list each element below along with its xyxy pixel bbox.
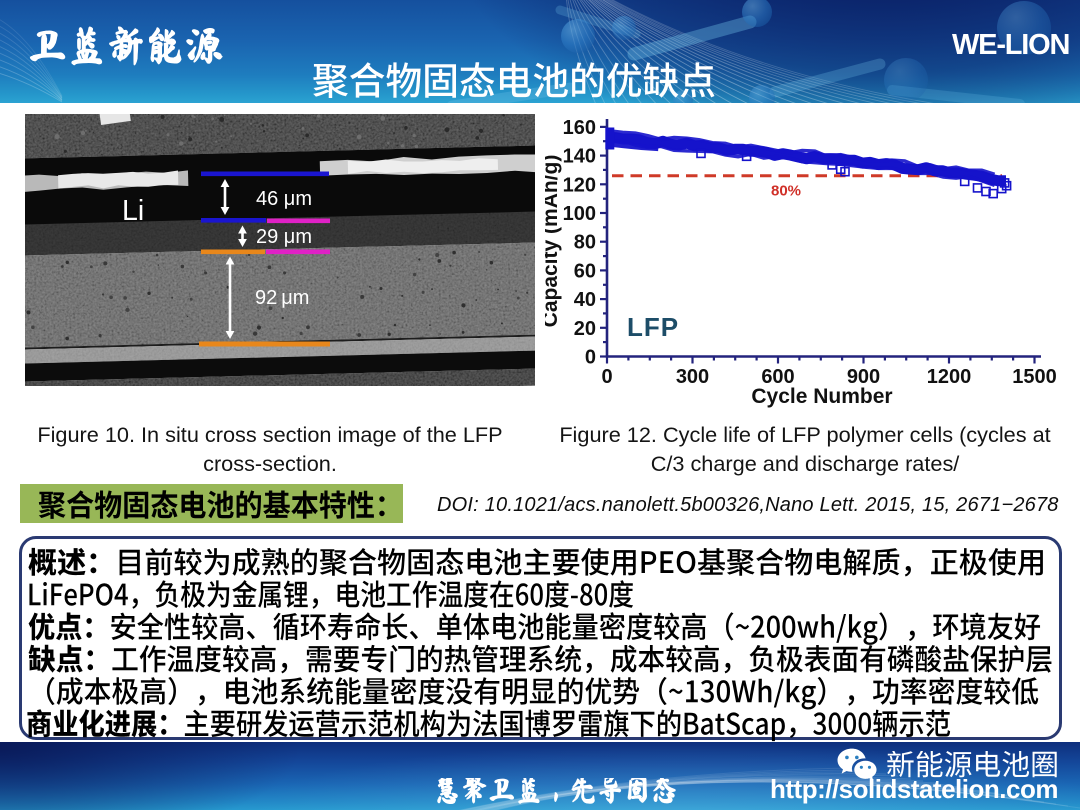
svg-text:0: 0 bbox=[585, 347, 596, 369]
svg-text:140: 140 bbox=[563, 146, 596, 168]
svg-text:0: 0 bbox=[601, 366, 612, 388]
svg-text:60: 60 bbox=[574, 260, 596, 282]
svg-text:Capacity (mAh/g): Capacity (mAh/g) bbox=[545, 155, 562, 328]
svg-text:600: 600 bbox=[761, 366, 794, 388]
svg-text:160: 160 bbox=[563, 117, 596, 139]
svg-text:80%: 80% bbox=[771, 183, 801, 200]
svg-text:Li: Li bbox=[122, 195, 144, 227]
svg-text:1500: 1500 bbox=[1012, 366, 1057, 388]
svg-text:900: 900 bbox=[847, 366, 880, 388]
svg-text:1200: 1200 bbox=[927, 366, 972, 388]
svg-text:92 μm: 92 μm bbox=[255, 287, 309, 309]
svg-text:40: 40 bbox=[574, 289, 596, 311]
svg-text:29 μm: 29 μm bbox=[256, 226, 312, 248]
svg-text:20: 20 bbox=[574, 318, 596, 340]
svg-text:46 μm: 46 μm bbox=[256, 188, 312, 210]
svg-text:80: 80 bbox=[574, 232, 596, 254]
svg-text:120: 120 bbox=[563, 174, 596, 196]
svg-text:Cycle Number: Cycle Number bbox=[751, 385, 892, 408]
svg-text:LFP: LFP bbox=[627, 312, 679, 342]
svg-text:100: 100 bbox=[563, 203, 596, 225]
svg-text:300: 300 bbox=[676, 366, 709, 388]
